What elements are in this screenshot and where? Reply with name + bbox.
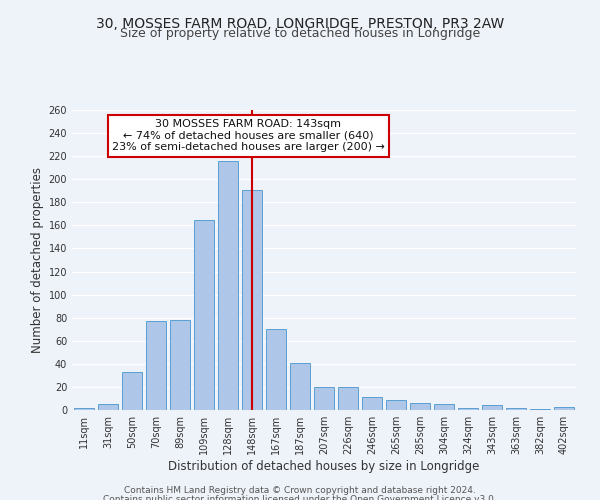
- Bar: [434, 404, 454, 410]
- Bar: [458, 408, 478, 410]
- Bar: [266, 329, 286, 410]
- Text: Size of property relative to detached houses in Longridge: Size of property relative to detached ho…: [120, 28, 480, 40]
- Bar: [98, 404, 118, 410]
- Bar: [410, 403, 430, 410]
- Bar: [194, 220, 214, 410]
- Y-axis label: Number of detached properties: Number of detached properties: [31, 167, 44, 353]
- Bar: [506, 408, 526, 410]
- Bar: [74, 408, 94, 410]
- Bar: [482, 406, 502, 410]
- Bar: [314, 387, 334, 410]
- Text: Contains public sector information licensed under the Open Government Licence v3: Contains public sector information licen…: [103, 495, 497, 500]
- Text: 30 MOSSES FARM ROAD: 143sqm
← 74% of detached houses are smaller (640)
23% of se: 30 MOSSES FARM ROAD: 143sqm ← 74% of det…: [112, 119, 385, 152]
- Bar: [530, 409, 550, 410]
- Bar: [122, 372, 142, 410]
- Bar: [218, 161, 238, 410]
- X-axis label: Distribution of detached houses by size in Longridge: Distribution of detached houses by size …: [169, 460, 479, 473]
- Bar: [386, 400, 406, 410]
- Bar: [362, 398, 382, 410]
- Bar: [170, 320, 190, 410]
- Bar: [338, 387, 358, 410]
- Bar: [554, 406, 574, 410]
- Text: 30, MOSSES FARM ROAD, LONGRIDGE, PRESTON, PR3 2AW: 30, MOSSES FARM ROAD, LONGRIDGE, PRESTON…: [96, 18, 504, 32]
- Bar: [146, 321, 166, 410]
- Bar: [290, 362, 310, 410]
- Text: Contains HM Land Registry data © Crown copyright and database right 2024.: Contains HM Land Registry data © Crown c…: [124, 486, 476, 495]
- Bar: [242, 190, 262, 410]
